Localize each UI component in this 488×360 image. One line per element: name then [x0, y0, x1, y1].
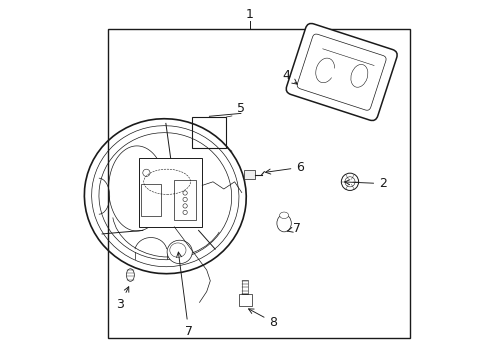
Ellipse shape [279, 212, 288, 219]
Bar [242, 280, 248, 294]
Bar [174, 180, 196, 220]
Bar [141, 184, 161, 216]
Text: 3: 3 [116, 287, 128, 311]
Bar [192, 117, 226, 148]
Text: 7: 7 [176, 252, 192, 338]
Ellipse shape [276, 215, 291, 232]
Text: 8: 8 [248, 309, 277, 329]
Bar [139, 158, 202, 227]
Text: 4: 4 [282, 69, 297, 84]
Text: 1: 1 [245, 8, 253, 21]
Text: 7: 7 [286, 222, 300, 235]
Ellipse shape [126, 269, 134, 282]
Ellipse shape [341, 173, 358, 190]
Text: 6: 6 [265, 161, 304, 174]
Text: 2: 2 [344, 177, 386, 190]
Bar [238, 294, 251, 306]
FancyBboxPatch shape [285, 23, 396, 121]
Bar [244, 170, 254, 179]
Text: 5: 5 [236, 102, 244, 114]
Bar [107, 29, 409, 338]
Ellipse shape [167, 240, 192, 264]
